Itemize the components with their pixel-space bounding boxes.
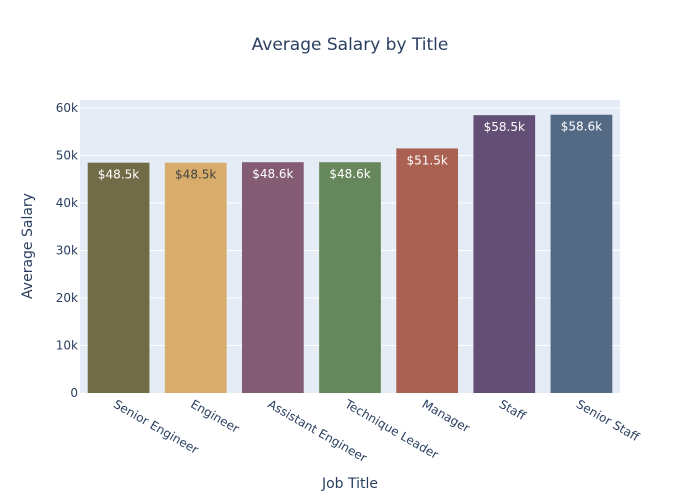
bar (87, 162, 150, 393)
y-axis-title: Average Salary (20, 193, 36, 299)
bars (87, 114, 613, 394)
y-tick-label: 20k (56, 291, 78, 305)
bar-data-label: $58.6k (561, 120, 602, 134)
y-tick-label: 50k (56, 149, 78, 163)
x-tick-label: Senior Staff (574, 397, 642, 444)
bar (550, 114, 613, 394)
bar-data-label: $48.5k (175, 168, 216, 182)
y-tick-label: 0 (70, 386, 78, 400)
bar-data-label: $58.5k (484, 120, 525, 134)
chart-title: Average Salary by Title (252, 35, 449, 55)
bar-data-label: $48.6k (329, 167, 370, 181)
bar (319, 162, 381, 393)
y-tick-label: 10k (56, 339, 78, 353)
bar-data-label: $48.6k (252, 167, 293, 181)
x-tick-label: Senior Engineer (111, 397, 201, 457)
x-tick-label: Manager (420, 397, 473, 435)
x-tick-label: Staff (497, 397, 529, 423)
y-tick-label: 60k (56, 101, 78, 115)
bar (396, 148, 458, 393)
x-tick-label: Engineer (188, 397, 241, 436)
bar (473, 115, 536, 394)
bar (164, 162, 227, 393)
bar-data-label: $51.5k (406, 153, 447, 167)
bar-data-label: $48.5k (98, 168, 139, 182)
x-axis-title: Job Title (321, 476, 378, 492)
y-tick-labels: 0 10k 20k 30k 40k 50k 60k (56, 101, 78, 400)
bar-labels: $48.5k $48.5k $48.6k $48.6k $51.5k $58.5k $58.… (98, 120, 602, 182)
y-tick-label: 40k (56, 196, 78, 210)
y-tick-label: 30k (56, 244, 78, 258)
bar (242, 162, 304, 393)
